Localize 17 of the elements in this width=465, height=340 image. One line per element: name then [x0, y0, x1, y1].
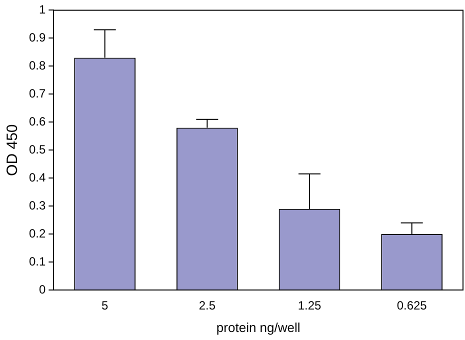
- y-axis-title: OD 450: [4, 124, 22, 176]
- x-tick-label: 0.625: [396, 298, 428, 313]
- y-tick-label: 1: [38, 2, 46, 17]
- x-tick-label: 2.5: [198, 298, 216, 313]
- y-tick-label: 0.3: [28, 198, 46, 212]
- y-tick-label: 0.6: [28, 114, 46, 128]
- y-tick-label: 0.9: [28, 30, 46, 44]
- y-tick-label: 0.2: [28, 226, 46, 240]
- x-axis-title: protein ng/well: [216, 320, 300, 335]
- y-tick-label: 0.8: [28, 58, 46, 72]
- y-tick-label: 0.4: [28, 170, 46, 184]
- x-tick-label: 5: [102, 298, 109, 313]
- y-tick-label: 0.5: [28, 142, 46, 156]
- y-tick-label: 0: [38, 282, 46, 296]
- y-tick-label: 0.7: [28, 86, 46, 100]
- x-tick-label: 1.25: [298, 298, 322, 313]
- y-tick-label: 0.1: [28, 254, 46, 268]
